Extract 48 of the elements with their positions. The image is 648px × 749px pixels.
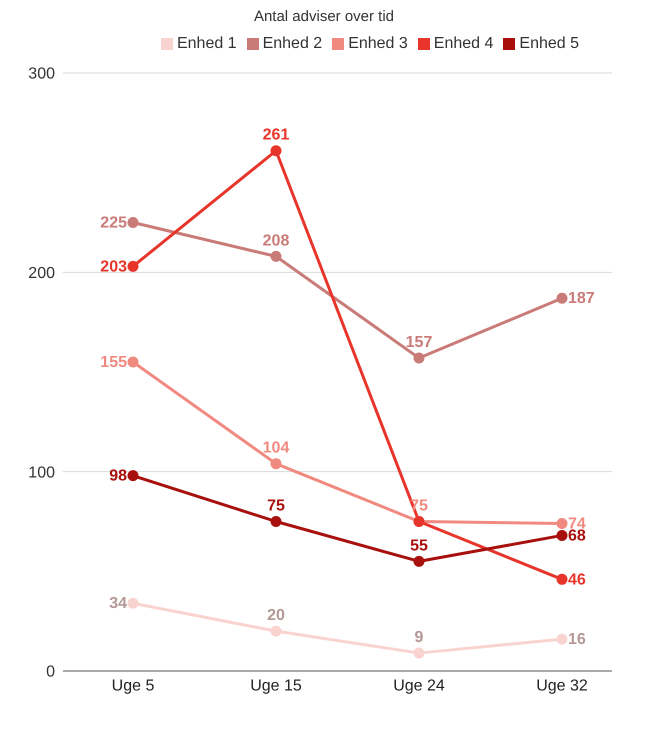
point (128, 598, 138, 609)
legend-label: Enhed 4 (434, 35, 494, 52)
data-label: 208 (262, 232, 290, 250)
point (270, 145, 282, 156)
data-label: 225 (100, 214, 128, 232)
legend-label: Enhed 3 (348, 35, 408, 52)
data-label: 20 (267, 607, 285, 624)
x-tick-label: Uge 5 (112, 677, 154, 694)
point (128, 217, 138, 228)
point (414, 648, 424, 659)
data-label: 104 (262, 440, 290, 457)
y-tick-label: 200 (28, 265, 56, 282)
x-tick-label: Uge 24 (393, 677, 445, 694)
point (270, 516, 282, 527)
point (556, 574, 568, 585)
data-label: 46 (568, 571, 586, 588)
y-tick-label: 100 (28, 464, 56, 482)
point (270, 250, 282, 262)
point (128, 356, 138, 368)
data-label: 157 (406, 334, 432, 352)
legend-label: Enhed 2 (262, 35, 322, 52)
x-tick-label: Uge 32 (536, 677, 588, 694)
data-label: 155 (100, 354, 128, 372)
data-label: 75 (267, 498, 285, 514)
y-tick-label: 300 (28, 66, 56, 83)
x-tick-label: Uge 15 (250, 677, 302, 694)
data-label: 203 (100, 258, 128, 276)
data-label: 55 (410, 537, 428, 554)
data-label: 98 (109, 468, 128, 485)
point (556, 634, 568, 645)
data-label: 187 (568, 290, 595, 308)
legend-label: Enhed 1 (176, 35, 237, 52)
data-label: 9 (414, 629, 424, 646)
legend-label: Enhed 5 (519, 35, 580, 52)
point (128, 470, 138, 482)
point (128, 260, 138, 272)
point (414, 352, 424, 364)
point (556, 518, 568, 529)
point (270, 458, 282, 470)
point (414, 556, 424, 567)
chart-title: Antal adviser over tid (252, 8, 396, 25)
point (556, 530, 568, 541)
data-label: 34 (109, 595, 128, 612)
point (270, 626, 282, 637)
point (556, 292, 568, 304)
data-label: 16 (568, 631, 586, 648)
data-label: 261 (262, 126, 290, 144)
y-tick-label: 0 (46, 664, 56, 681)
